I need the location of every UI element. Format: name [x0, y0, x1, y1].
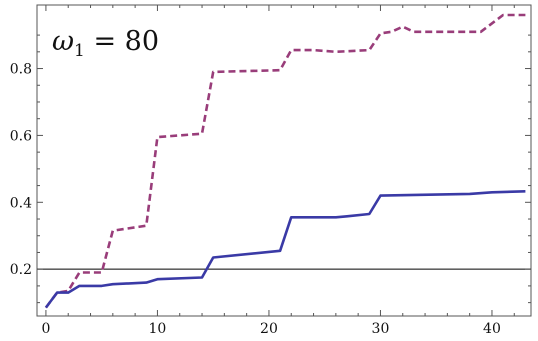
y-tick-label: 0.6: [10, 128, 32, 144]
x-tick-label: 20: [260, 321, 278, 337]
series-layer: [44, 13, 526, 309]
omega-value: = 80: [85, 26, 159, 57]
y-tick-label: 0.2: [10, 262, 32, 278]
omega-symbol: ω: [52, 26, 74, 57]
x-tick-label: 40: [483, 321, 501, 337]
x-tick-label: 30: [372, 321, 390, 337]
y-tick-label: 0.8: [10, 62, 32, 78]
omega-annotation: ω1 = 80: [52, 26, 159, 61]
x-tick-label: 10: [149, 321, 167, 337]
plot-frame: [36, 4, 532, 317]
x-tick-label: 0: [41, 321, 50, 337]
plot-border: [36, 4, 532, 317]
tick-layer: 0 10 20 30 40 0.2 0.4 0.6 0.8: [10, 5, 531, 337]
series-line-dashed: [44, 13, 526, 309]
omega-subscript: 1: [74, 41, 85, 61]
series-line-solid: [44, 190, 526, 309]
y-tick-label: 0.4: [10, 195, 32, 211]
